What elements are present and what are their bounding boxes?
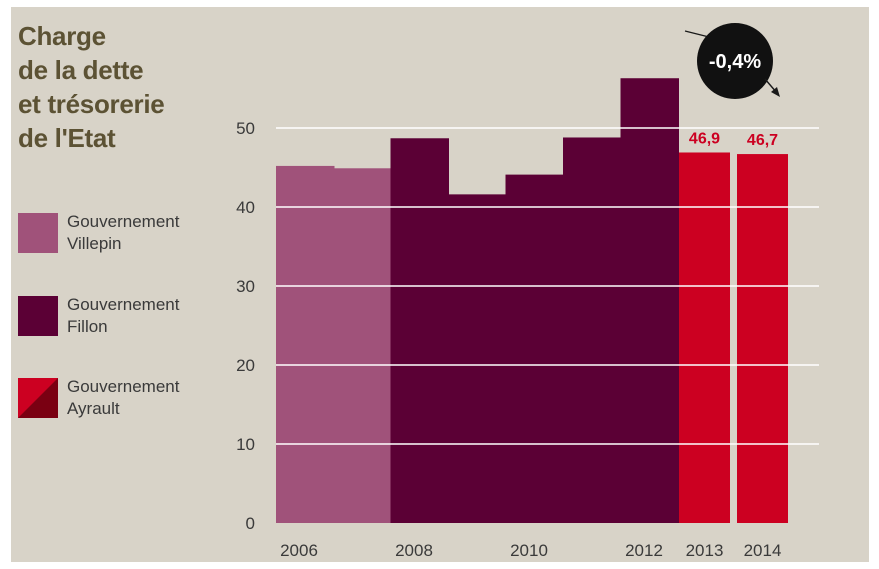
value-label-2014: 46,7 (747, 132, 778, 149)
bar-2014 (737, 154, 788, 523)
bar-2010 (505, 174, 564, 524)
legend-swatch-villepin (18, 213, 58, 253)
y-tick-label: 30 (236, 277, 255, 296)
x-tick-label: 2008 (395, 541, 433, 560)
x-tick-label: 2013 (686, 541, 724, 560)
chart: 46,9 2013 46,7 2014 0 10 20 30 40 50 2006 2008 2010 2… (11, 7, 869, 562)
bar-2007 (333, 168, 392, 524)
legend-label-villepin: Gouvernement Villepin (67, 212, 180, 253)
value-label-2013: 46,9 (689, 130, 720, 147)
y-tick-label: 40 (236, 198, 255, 217)
chart-title-line: Charge (18, 21, 106, 51)
bar-2012 (620, 78, 679, 523)
x-tick-label: 2006 (280, 541, 318, 560)
chart-title: Charge de la dette et trésorerie de l'Et… (18, 19, 228, 155)
legend-label-ayrault: Gouvernement Ayrault (67, 377, 180, 418)
legend-item-fillon: Gouvernement Fillon (18, 294, 228, 338)
legend-item-ayrault: Gouvernement Ayrault (18, 376, 228, 420)
chart-title-line: et trésorerie (18, 89, 165, 119)
plot-area: 46,9 2013 46,7 2014 0 10 20 30 40 50 2006 2008 2010 2… (236, 23, 819, 560)
annotation-arrow-head (771, 87, 780, 97)
bar-2011 (563, 137, 622, 524)
legend-item-villepin: Gouvernement Villepin (18, 211, 228, 255)
y-tick-label: 0 (246, 514, 255, 533)
x-tick-label: 2012 (625, 541, 663, 560)
bar-2013 (679, 152, 730, 524)
y-tick-label: 20 (236, 356, 255, 375)
annotation-arrow-tail (684, 30, 710, 38)
bar-2008 (390, 138, 449, 523)
chart-title-line: de l'Etat (18, 123, 116, 153)
bar-2006 (276, 165, 335, 524)
y-tick-label: 50 (236, 119, 255, 138)
y-tick-label: 10 (236, 435, 255, 454)
x-tick-label: 2010 (510, 541, 548, 560)
legend-swatch-fillon (18, 296, 58, 336)
bar-2009 (448, 194, 507, 524)
chart-title-line: de la dette (18, 55, 144, 85)
annotation-text: -0,4% (709, 51, 761, 73)
legend-swatch-ayrault (18, 378, 58, 418)
x-tick-label: 2014 (744, 541, 782, 560)
legend-label-fillon: Gouvernement Fillon (67, 295, 180, 336)
annotation-badge (697, 23, 773, 99)
